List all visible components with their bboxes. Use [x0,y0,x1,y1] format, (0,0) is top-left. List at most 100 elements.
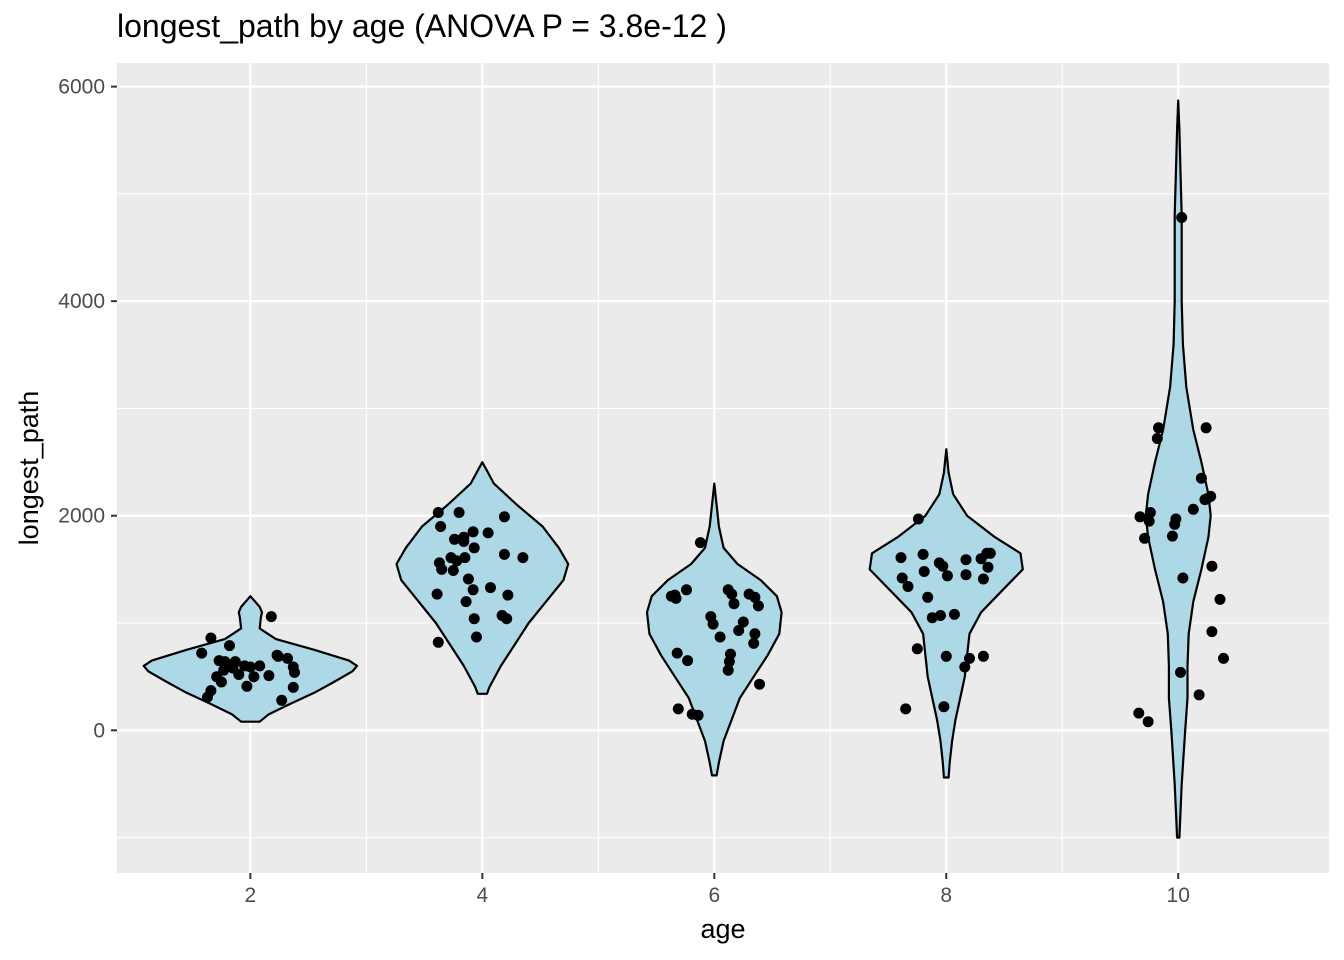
data-point [960,569,972,581]
violin-age-6 [645,482,783,777]
data-point [959,661,971,673]
data-point [501,613,513,625]
data-point [737,616,749,628]
data-point [922,591,934,603]
data-point [900,703,912,715]
x-tick-label: 8 [940,884,952,907]
data-point [911,643,923,655]
data-point [449,533,460,545]
data-point [754,678,765,690]
data-point [458,536,470,547]
data-point [895,552,907,564]
data-point [714,631,726,643]
data-point [224,640,235,652]
data-point [982,561,994,573]
data-point [436,563,448,575]
data-point [749,591,761,603]
data-point [498,548,510,560]
data-point [1166,530,1178,542]
data-point [960,554,972,566]
data-point [896,572,908,584]
data-point [1139,532,1151,544]
data-point [749,628,761,640]
data-point [205,632,217,644]
x-tick-label: 6 [708,884,720,907]
data-point [289,666,300,678]
data-point [485,582,496,594]
data-point [1177,572,1189,584]
data-point [752,600,764,612]
data-point [241,680,253,692]
data-point [681,584,692,596]
data-point [227,662,239,674]
data-point [1144,507,1156,518]
data-point [902,581,914,592]
data-point [938,701,950,713]
data-point [937,560,949,572]
data-point [459,552,471,564]
data-point [1175,666,1186,678]
data-point [453,507,465,518]
data-point [482,527,494,539]
data-point [941,570,953,582]
data-point [671,647,683,659]
data-point [460,596,472,608]
data-point [733,625,745,636]
data-point [722,664,734,676]
data-point [1151,433,1163,444]
data-point [272,650,284,662]
data-point [462,573,474,585]
data-point [1133,707,1145,719]
data-point [665,590,677,602]
data-point [917,548,929,560]
data-point [1143,515,1155,527]
data-point [498,511,510,523]
x-tick-label: 2 [245,884,257,907]
data-point [467,526,479,538]
data-point [940,650,952,662]
data-point [1170,513,1182,525]
data-point [205,685,217,697]
data-point [445,552,457,564]
data-point [287,681,299,693]
y-tick-label: 2000 [58,505,105,528]
data-point [468,542,480,554]
data-point [1134,511,1146,523]
data-point [682,655,694,667]
data-point [467,584,479,596]
data-point [447,565,459,576]
data-point [254,660,266,672]
y-axis-label: longest_path [14,391,44,546]
data-point [935,610,946,621]
x-axis-label: age [700,914,745,944]
data-point [196,647,208,659]
data-point [723,656,735,668]
data-point [948,608,960,620]
data-point [1201,493,1213,505]
data-point [728,598,740,610]
plot-panel [117,63,1329,873]
data-point [1142,716,1154,728]
data-point [468,613,480,625]
data-points [196,212,1229,728]
data-point [1206,560,1218,572]
data-point [244,661,256,673]
data-point [431,588,443,600]
axes: 2 4 6 8 10 0 2000 4000 6000 [58,76,1190,907]
data-point [1218,652,1229,664]
data-point [248,671,260,683]
data-point [517,552,529,564]
data-point [215,676,227,688]
data-point [1206,626,1218,638]
data-point [1187,503,1199,515]
violins [142,99,1212,839]
data-point [265,611,277,623]
data-point [1214,593,1226,605]
data-point [912,513,924,525]
data-point [977,573,989,585]
data-point [984,547,996,559]
data-point [1176,212,1188,223]
data-point [432,507,444,518]
data-point [694,537,706,549]
